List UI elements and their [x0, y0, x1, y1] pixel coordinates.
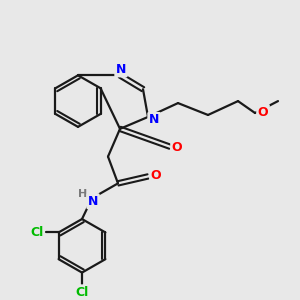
Text: O: O — [172, 141, 182, 154]
Text: H: H — [78, 189, 88, 199]
Text: O: O — [258, 106, 268, 118]
Text: N: N — [116, 63, 126, 76]
Text: Cl: Cl — [30, 226, 43, 239]
Text: O: O — [151, 169, 161, 182]
Text: Cl: Cl — [75, 286, 88, 299]
Text: N: N — [88, 195, 98, 208]
Text: N: N — [149, 113, 159, 126]
